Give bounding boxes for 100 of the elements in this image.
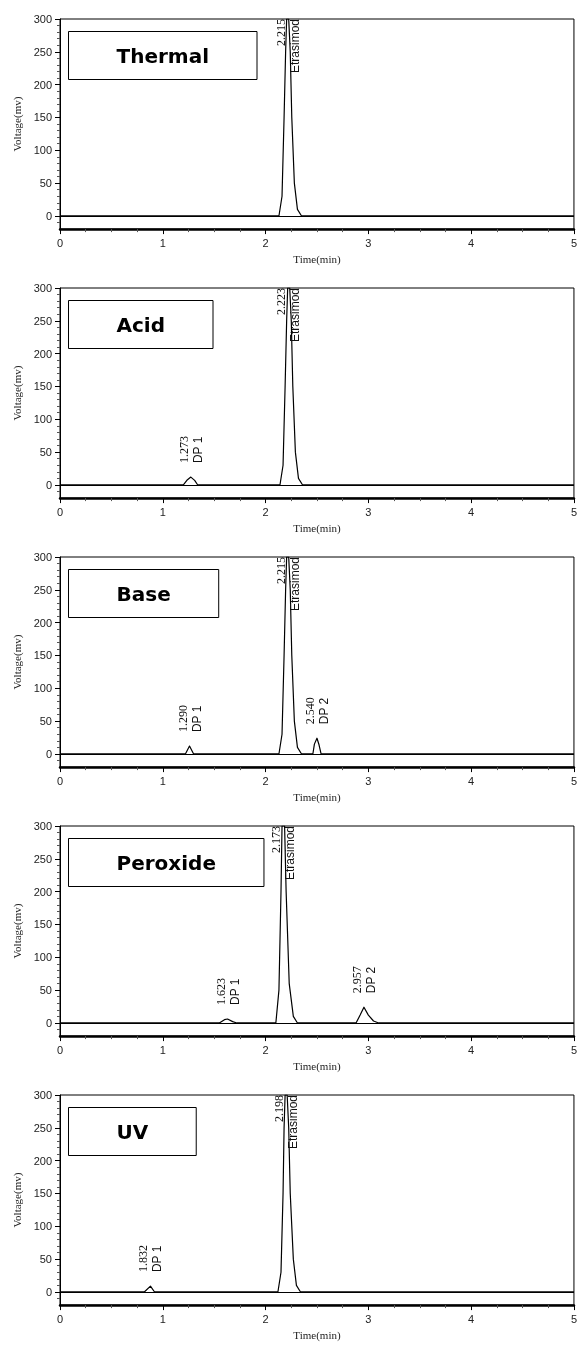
y-axis-title: Voltage(mv)	[11, 634, 25, 690]
y-tick-label: 300	[33, 282, 52, 294]
y-tick-label: 300	[33, 820, 52, 832]
annotation: 2.215	[273, 557, 288, 584]
x-tick-label: 4	[468, 774, 475, 787]
x-tick-label: 2	[262, 236, 269, 249]
y-tick-label: 200	[33, 347, 52, 360]
annotation: 1.623	[213, 978, 228, 1006]
y-tick-label: 200	[33, 616, 52, 629]
x-tick-label: 1	[159, 1043, 166, 1056]
y-tick-label: 300	[33, 1089, 52, 1101]
x-tick-label: 3	[365, 1043, 372, 1056]
y-tick-label: 0	[45, 478, 52, 491]
annotation: DP 1	[227, 978, 242, 1006]
text: Peroxide	[116, 850, 216, 875]
annotation: 1.290	[175, 705, 190, 733]
x-axis-title: Time(min)	[293, 252, 341, 266]
annotation: Etrasimod	[288, 288, 303, 343]
x-tick-label: 0	[56, 774, 64, 787]
x-tick-label: 1	[159, 1312, 166, 1325]
x-tick-label: 4	[468, 1312, 475, 1325]
y-tick-label: 300	[33, 13, 52, 25]
y-tick-label: 0	[45, 747, 52, 760]
annotation: DP 1	[189, 705, 204, 733]
annotation: 2.540	[302, 697, 317, 725]
text: Base	[116, 581, 171, 606]
y-tick-label: 250	[33, 45, 52, 58]
y-tick-label: 200	[33, 1154, 52, 1167]
y-tick-label: 50	[39, 177, 52, 190]
x-tick-label: 2	[262, 1312, 269, 1325]
y-tick-label: 0	[45, 209, 52, 222]
x-tick-label: 2	[262, 1043, 269, 1056]
x-tick-label: 4	[468, 505, 475, 518]
x-tick-label: 1	[159, 236, 166, 249]
y-tick-label: 50	[39, 984, 52, 997]
x-axis-title: Time(min)	[293, 1059, 341, 1073]
text: Acid	[116, 312, 166, 337]
annotation: Etrasimod	[283, 826, 298, 881]
x-tick-label: 0	[56, 1043, 64, 1056]
annotation: Etrasimod	[287, 19, 302, 74]
x-axis-title: Time(min)	[293, 790, 341, 804]
y-axis-title: Voltage(mv)	[11, 1172, 25, 1228]
x-axis-title: Time(min)	[293, 1328, 341, 1342]
x-tick-label: 4	[468, 1043, 475, 1056]
x-tick-label: 2	[262, 774, 269, 787]
annotation: Etrasimod	[285, 1095, 300, 1150]
y-tick-label: 50	[39, 1253, 52, 1266]
annotation: 2.173	[269, 826, 284, 853]
y-tick-label: 0	[45, 1016, 52, 1029]
annotation: DP 2	[363, 966, 378, 994]
annotation: DP 2	[316, 697, 331, 725]
x-tick-label: 3	[365, 505, 372, 518]
y-axis-title: Voltage(mv)	[11, 96, 25, 152]
y-tick-label: 100	[33, 1220, 52, 1233]
x-tick-label: 1	[159, 505, 166, 518]
x-tick-label: 5	[570, 1043, 577, 1056]
annotation: 2.198	[271, 1095, 286, 1122]
y-tick-label: 150	[33, 649, 52, 662]
annotation: DP 1	[150, 1245, 165, 1273]
y-tick-label: 200	[33, 78, 52, 91]
x-tick-label: 3	[365, 774, 372, 787]
y-tick-label: 100	[33, 413, 52, 426]
x-axis-title: Time(min)	[293, 521, 341, 535]
annotation: 2.957	[349, 966, 364, 994]
y-tick-label: 150	[33, 380, 52, 393]
y-tick-label: 100	[33, 682, 52, 695]
y-tick-label: 100	[33, 951, 52, 964]
x-tick-label: 5	[570, 236, 577, 249]
annotation: 1.273	[176, 436, 191, 464]
y-tick-label: 150	[33, 1187, 52, 1200]
y-axis-title: Voltage(mv)	[11, 903, 25, 959]
x-tick-label: 3	[365, 236, 372, 249]
x-tick-label: 0	[56, 236, 64, 249]
y-tick-label: 50	[39, 446, 52, 459]
y-tick-label: 200	[33, 885, 52, 898]
x-tick-label: 1	[159, 774, 166, 787]
annotation: 1.832	[136, 1245, 151, 1273]
x-tick-label: 5	[570, 505, 577, 518]
y-tick-label: 50	[39, 715, 52, 728]
x-tick-label: 4	[468, 236, 475, 249]
x-tick-label: 0	[56, 1312, 64, 1325]
x-tick-label: 0	[56, 505, 64, 518]
text: Thermal	[116, 43, 209, 68]
y-tick-label: 250	[33, 1121, 52, 1134]
annotation: 2.223	[274, 288, 289, 315]
annotation: DP 1	[190, 436, 205, 464]
text: UV	[116, 1119, 149, 1144]
y-tick-label: 300	[33, 551, 52, 563]
annotation: 2.215	[273, 19, 288, 46]
y-axis-title: Voltage(mv)	[11, 365, 25, 421]
y-tick-label: 150	[33, 918, 52, 931]
y-tick-label: 250	[33, 583, 52, 596]
x-tick-label: 3	[365, 1312, 372, 1325]
y-tick-label: 250	[33, 314, 52, 327]
x-tick-label: 5	[570, 774, 577, 787]
y-tick-label: 250	[33, 852, 52, 865]
y-tick-label: 150	[33, 111, 52, 124]
x-tick-label: 5	[570, 1312, 577, 1325]
annotation: Etrasimod	[287, 557, 302, 612]
y-tick-label: 0	[45, 1285, 52, 1298]
